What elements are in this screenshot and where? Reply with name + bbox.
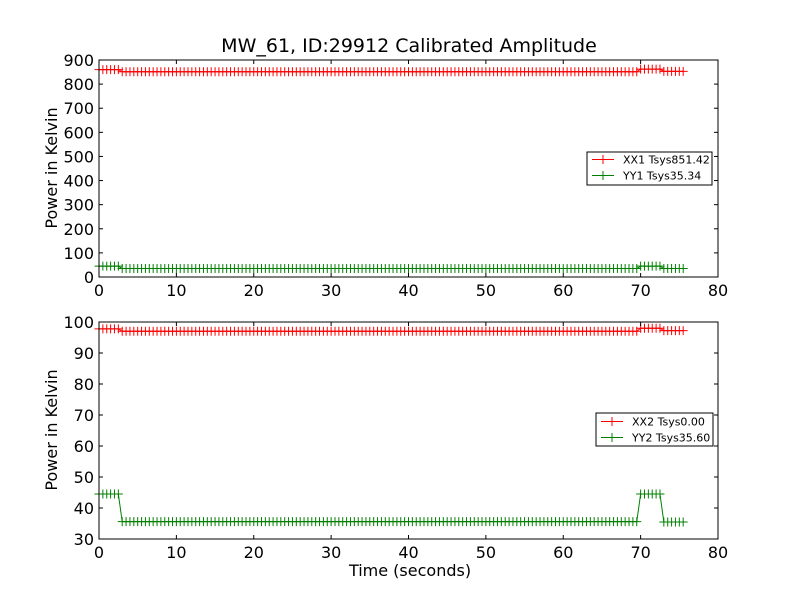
x-tick-label: 80 <box>708 281 728 300</box>
y-tick-label: 60 <box>74 437 94 456</box>
y-tick-label: 100 <box>63 244 94 263</box>
y-tick-label: 50 <box>74 468 94 487</box>
x-tick-label: 50 <box>476 543 496 562</box>
x-tick-label: 0 <box>94 281 104 300</box>
legend-label-xx2: XX2 Tsys0.00 <box>632 416 705 429</box>
data-point-yy2 <box>113 489 123 499</box>
x-tick-label: 60 <box>553 281 573 300</box>
x-tick-label: 70 <box>630 281 650 300</box>
x-axis-label: Time (seconds) <box>348 561 471 580</box>
x-tick-label: 30 <box>321 543 341 562</box>
y-tick-label: 700 <box>63 99 94 118</box>
y-tick-label: 900 <box>63 51 94 70</box>
data-point-xx1 <box>113 65 123 75</box>
legend-label-yy1: YY1 Tsys35.34 <box>622 170 701 183</box>
y-tick-label: 800 <box>63 75 94 94</box>
x-tick-label: 60 <box>553 543 573 562</box>
y-tick-label: 80 <box>74 375 94 394</box>
data-point-yy2 <box>632 517 642 527</box>
legend: XX2 Tsys0.00 YY2 Tsys35.60 <box>595 412 714 447</box>
x-tick-label: 10 <box>166 543 186 562</box>
data-point-yy1 <box>655 261 665 271</box>
data-point-xx1 <box>655 64 665 74</box>
y-tick-label: 400 <box>63 172 94 191</box>
y-tick-label: 200 <box>63 220 94 239</box>
x-tick-label: 70 <box>630 543 650 562</box>
data-point-xx1 <box>678 66 688 76</box>
legend-box <box>595 412 714 447</box>
y-axis-label: Power in Kelvin <box>42 369 61 490</box>
data-point-yy1 <box>678 264 688 274</box>
y-tick-label: 70 <box>74 406 94 425</box>
legend: XX1 Tsys851.42 YY1 Tsys35.34 <box>586 151 713 186</box>
top-panel: MW_61, ID:29912 Calibrated Amplitude Pow… <box>42 35 728 300</box>
data-point-xx2 <box>678 326 688 336</box>
legend-marker-yy2 <box>607 433 617 442</box>
y-tick-label: 30 <box>74 530 94 549</box>
data-point-yy2 <box>655 489 665 499</box>
x-tick-label: 50 <box>476 281 496 300</box>
y-tick-label: 500 <box>63 147 94 166</box>
data-point-yy2 <box>678 517 688 527</box>
bottom-panel: Power in Kelvin Time (seconds) 0 10 20 30 40… <box>42 313 728 580</box>
x-tick-label: 40 <box>398 543 418 562</box>
x-tick-label: 10 <box>166 281 186 300</box>
x-tick-label: 30 <box>321 281 341 300</box>
y-tick-label: 100 <box>63 313 94 332</box>
y-tick-label: 0 <box>84 268 94 287</box>
legend-marker-xx1 <box>598 155 608 164</box>
legend-label-xx1: XX1 Tsys851.42 <box>623 154 710 167</box>
y-axis-label: Power in Kelvin <box>42 107 61 228</box>
x-tick-label: 40 <box>398 281 418 300</box>
legend-box <box>586 151 713 186</box>
y-tick-label: 600 <box>63 123 94 142</box>
data-point-xx2 <box>113 324 123 334</box>
x-tick-label: 20 <box>244 281 264 300</box>
legend-label-yy2: YY2 Tsys35.60 <box>631 432 710 445</box>
data-point-yy1 <box>632 264 642 274</box>
data-point-xx2 <box>655 323 665 333</box>
y-tick-label: 90 <box>74 344 94 363</box>
y-tick-label: 40 <box>74 499 94 518</box>
data-point-yy1 <box>113 261 123 271</box>
chart-title: MW_61, ID:29912 Calibrated Amplitude <box>221 35 597 57</box>
legend-marker-xx2 <box>607 417 617 426</box>
legend-marker-yy1 <box>598 171 608 180</box>
x-tick-label: 20 <box>244 543 264 562</box>
x-tick-label: 80 <box>708 543 728 562</box>
x-tick-label: 0 <box>94 543 104 562</box>
y-tick-label: 300 <box>63 196 94 215</box>
